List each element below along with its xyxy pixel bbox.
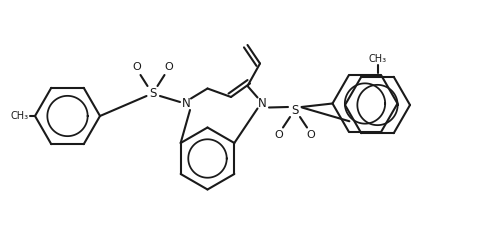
Text: N: N xyxy=(182,97,190,110)
Text: O: O xyxy=(132,63,141,73)
Text: O: O xyxy=(164,63,173,73)
Text: S: S xyxy=(292,103,298,116)
Text: O: O xyxy=(274,130,283,140)
Text: O: O xyxy=(306,130,316,140)
Text: S: S xyxy=(149,87,156,100)
Text: N: N xyxy=(258,97,267,110)
Text: CH₃: CH₃ xyxy=(368,54,386,64)
Text: CH₃: CH₃ xyxy=(10,111,29,121)
